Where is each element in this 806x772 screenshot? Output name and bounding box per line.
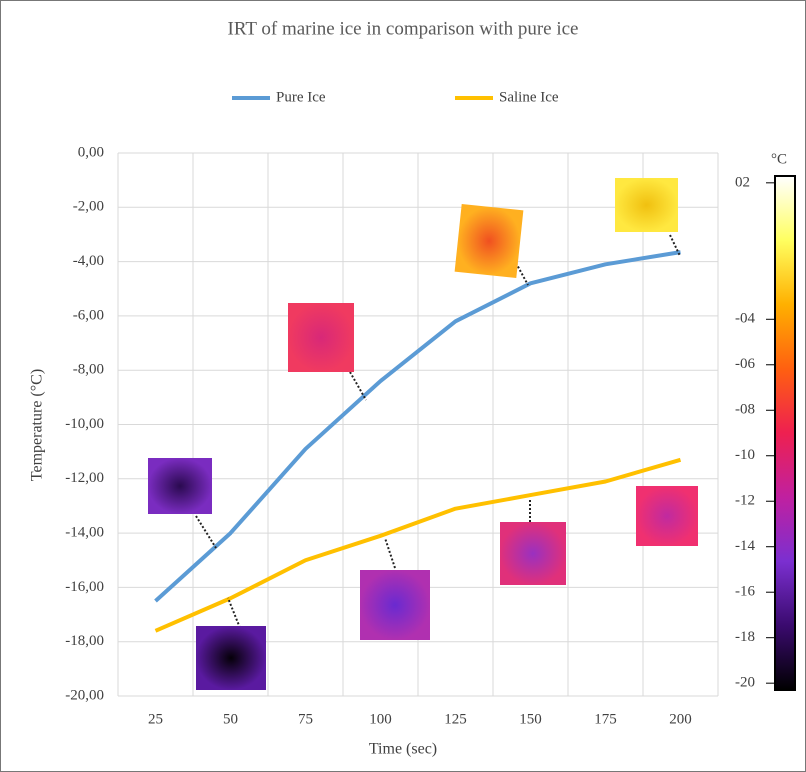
legend-label: Saline Ice [499,89,559,105]
thermal-image [288,303,354,372]
y-tick-label: -10,00 [65,416,104,432]
y-tick-label: -14,00 [65,525,104,541]
colorbar-tick-label: -04 [735,311,755,327]
thermal-image [360,570,430,640]
y-tick-label: -6,00 [73,307,104,323]
thermal-image [636,486,698,546]
colorbar-tick-label: -08 [735,402,755,418]
y-tick-label: 0,00 [78,144,104,160]
y-tick-label: -20,00 [65,687,104,703]
colorbar-tick-label: -10 [735,447,755,463]
colorbar-tick-label: -16 [735,584,755,600]
thermal-image [455,204,524,278]
y-axis-title: Temperature (°C) [29,369,46,481]
y-tick-label: -8,00 [73,362,104,378]
y-tick-label: -4,00 [73,253,104,269]
y-tick-label: -2,00 [73,199,104,215]
y-tick-label: -18,00 [65,633,104,649]
chart-title: IRT of marine ice in comparison with pur… [228,18,579,39]
x-tick-label: 100 [369,711,392,727]
thermal-image [148,458,212,514]
colorbar-unit: °C [771,151,787,167]
colorbar-tick-label: -18 [735,629,755,645]
colorbar [775,176,795,690]
colorbar-tick-label: 02 [735,174,750,190]
x-tick-label: 25 [148,711,163,727]
thermal-image [500,522,566,585]
y-tick-label: -12,00 [65,470,104,486]
x-tick-label: 125 [444,711,467,727]
frame [1,1,806,772]
colorbar-tick-label: -14 [735,538,755,554]
colorbar-tick-label: -06 [735,356,755,372]
x-tick-label: 200 [669,711,692,727]
x-tick-label: 150 [519,711,542,727]
x-tick-label: 50 [223,711,238,727]
thermal-image [615,178,678,232]
colorbar-tick-label: -20 [735,675,755,691]
thermal-image [196,626,266,690]
y-tick-label: -16,00 [65,579,104,595]
colorbar-tick-label: -12 [735,493,755,509]
chart: IRT of marine ice in comparison with pur… [0,0,806,772]
x-axis-title: Time (sec) [369,741,437,758]
x-tick-label: 75 [298,711,313,727]
x-tick-label: 175 [594,711,617,727]
legend-label: Pure Ice [276,89,326,105]
